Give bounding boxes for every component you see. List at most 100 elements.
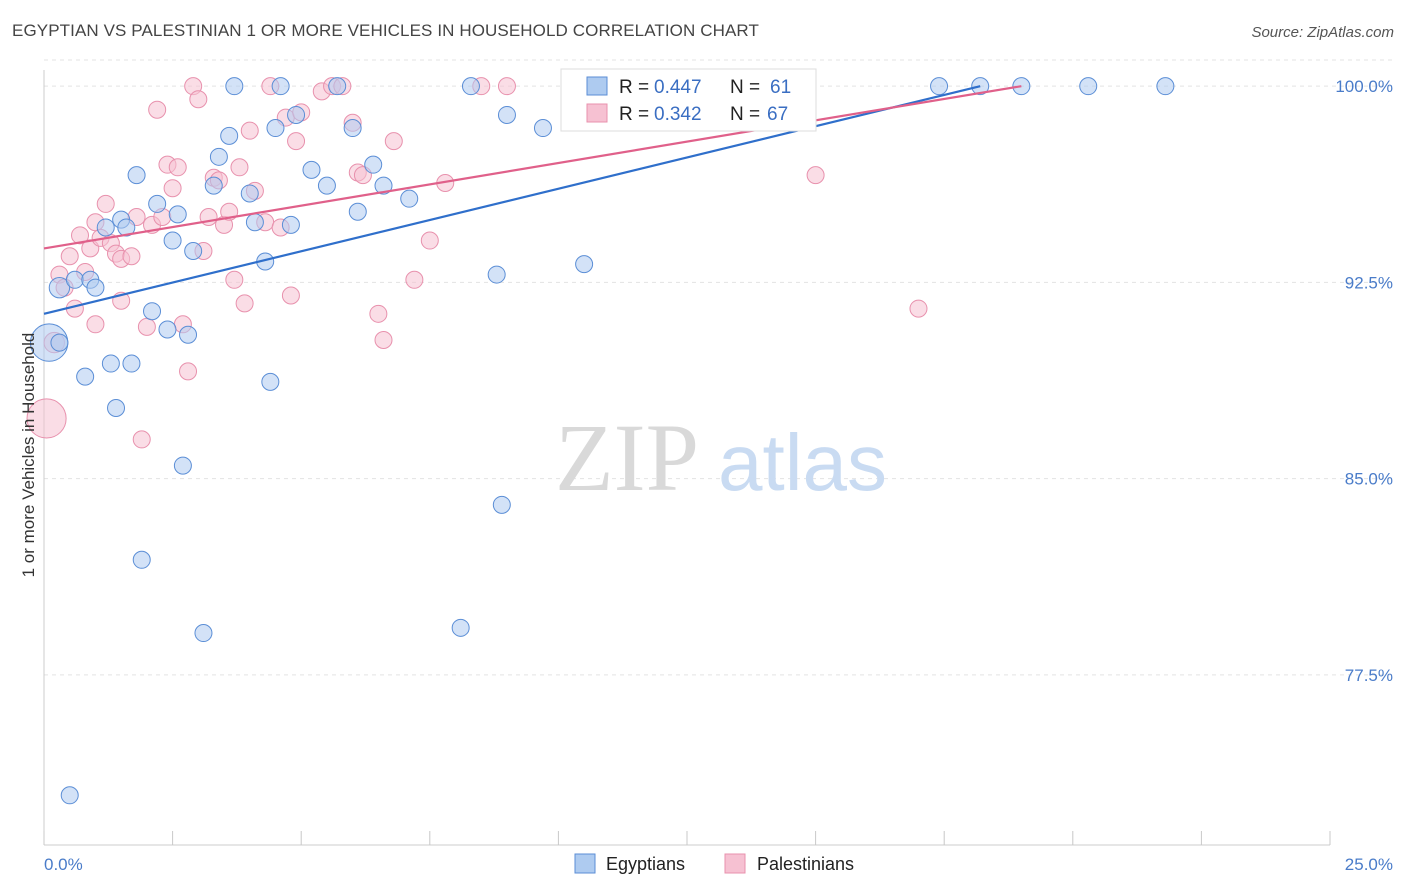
watermark: ZIP atlas (555, 404, 887, 511)
palestinians-point (168, 158, 187, 177)
stats-r-value-pink: 0.342 (654, 104, 702, 125)
palestinians-point (148, 100, 167, 119)
egyptians-point (271, 77, 290, 96)
egyptians-point (204, 176, 223, 195)
egyptians-point (225, 77, 244, 96)
egyptians-point (168, 205, 187, 224)
palestinians-point (96, 194, 115, 213)
palestinians-point (497, 77, 516, 96)
source-label: Source: ZipAtlas.com (1251, 24, 1394, 41)
egyptians-point (374, 176, 393, 195)
stats-r-label-blue: R = (619, 77, 649, 98)
egyptians-point (1156, 77, 1175, 96)
trend-lines (43, 85, 1022, 315)
egyptians-point (364, 155, 383, 174)
stats-r-label-pink: R = (619, 104, 649, 125)
egyptians-point (96, 218, 115, 237)
palestinians-point (179, 362, 198, 381)
x-tick-label-min: 0.0% (44, 855, 83, 874)
egyptians-points (29, 77, 1175, 805)
egyptians-point (245, 213, 264, 232)
egyptians-point (163, 231, 182, 250)
egyptians-point (86, 278, 105, 297)
egyptians-point (122, 354, 141, 373)
y-tick-labels: 77.5% 85.0% 92.5% 100.0% (1335, 77, 1393, 685)
palestinians-point (137, 317, 156, 336)
palestinians-point (240, 121, 259, 140)
egyptians-point (575, 255, 594, 274)
egyptians-point (492, 495, 511, 514)
palestinians-point (235, 294, 254, 313)
palestinians-point (26, 398, 67, 439)
x-ticks (43, 831, 1331, 845)
palestinians-point (225, 270, 244, 289)
palestinians-point (189, 90, 208, 109)
egyptians-point (348, 202, 367, 221)
egyptians-point (930, 77, 949, 96)
palestinians-trend-line (43, 85, 1022, 250)
palestinians-point (405, 270, 424, 289)
palestinians-point (420, 231, 439, 250)
egyptians-point (76, 367, 95, 386)
egyptians-point (451, 618, 470, 637)
y-tick-label: 77.5% (1345, 666, 1393, 685)
egyptians-point (48, 276, 71, 299)
palestinians-point (132, 430, 151, 449)
y-axis-label: 1 or more Vehicles in Household (19, 333, 38, 578)
egyptians-point (194, 624, 213, 643)
palestinians-point (230, 158, 249, 177)
egyptians-point (60, 786, 79, 805)
egyptians-point (343, 119, 362, 138)
stats-legend: R = 0.447 N = 61 R = 0.342 N = 67 (560, 68, 817, 132)
egyptians-point (209, 147, 228, 166)
stats-legend-swatch-pink (586, 103, 608, 123)
palestinians-point (287, 132, 306, 151)
egyptians-point (220, 126, 239, 145)
palestinians-point (281, 286, 300, 305)
egyptians-point (148, 194, 167, 213)
egyptians-point (281, 215, 300, 234)
stats-r-value-blue: 0.447 (654, 77, 702, 98)
egyptians-point (487, 265, 506, 284)
palestinians-point (909, 299, 928, 318)
egyptians-point (117, 218, 136, 237)
bottom-legend: Egyptians Palestinians (574, 853, 854, 874)
palestinians-point (806, 166, 825, 185)
egyptians-point (287, 105, 306, 124)
palestinians-point (71, 226, 90, 245)
palestinians-point (374, 330, 393, 349)
egyptians-point (50, 333, 69, 352)
egyptians-point (317, 176, 336, 195)
egyptians-point (179, 325, 198, 344)
palestinians-point (163, 179, 182, 198)
egyptians-point (65, 270, 84, 289)
egyptians-point (107, 399, 126, 418)
egyptians-point (127, 166, 146, 185)
stats-n-value-pink: 67 (767, 104, 788, 125)
egyptians-point (1079, 77, 1098, 96)
egyptians-point (261, 372, 280, 391)
watermark-atlas: atlas (718, 418, 887, 507)
palestinians-point (384, 132, 403, 151)
egyptians-point (184, 242, 203, 261)
stats-legend-swatch-blue (586, 76, 608, 96)
stats-n-label-blue: N = (730, 77, 760, 98)
legend-swatch-palestinians (724, 853, 746, 874)
y-tick-label: 100.0% (1335, 77, 1393, 96)
egyptians-point (101, 354, 120, 373)
egyptians-point (143, 302, 162, 321)
chart-title: EGYPTIAN VS PALESTINIAN 1 OR MORE VEHICL… (12, 21, 759, 40)
egyptians-trend-line (43, 85, 981, 315)
watermark-zip: ZIP (555, 404, 699, 511)
y-tick-label: 92.5% (1345, 273, 1393, 292)
egyptians-point (158, 320, 177, 339)
palestinians-point (86, 315, 105, 334)
legend-swatch-egyptians (574, 853, 596, 874)
egyptians-point (173, 456, 192, 475)
stats-n-label-pink: N = (730, 104, 760, 125)
legend-label-palestinians: Palestinians (757, 854, 854, 874)
palestinians-point (122, 247, 141, 266)
gridlines (44, 59, 1392, 676)
egyptians-point (533, 119, 552, 138)
